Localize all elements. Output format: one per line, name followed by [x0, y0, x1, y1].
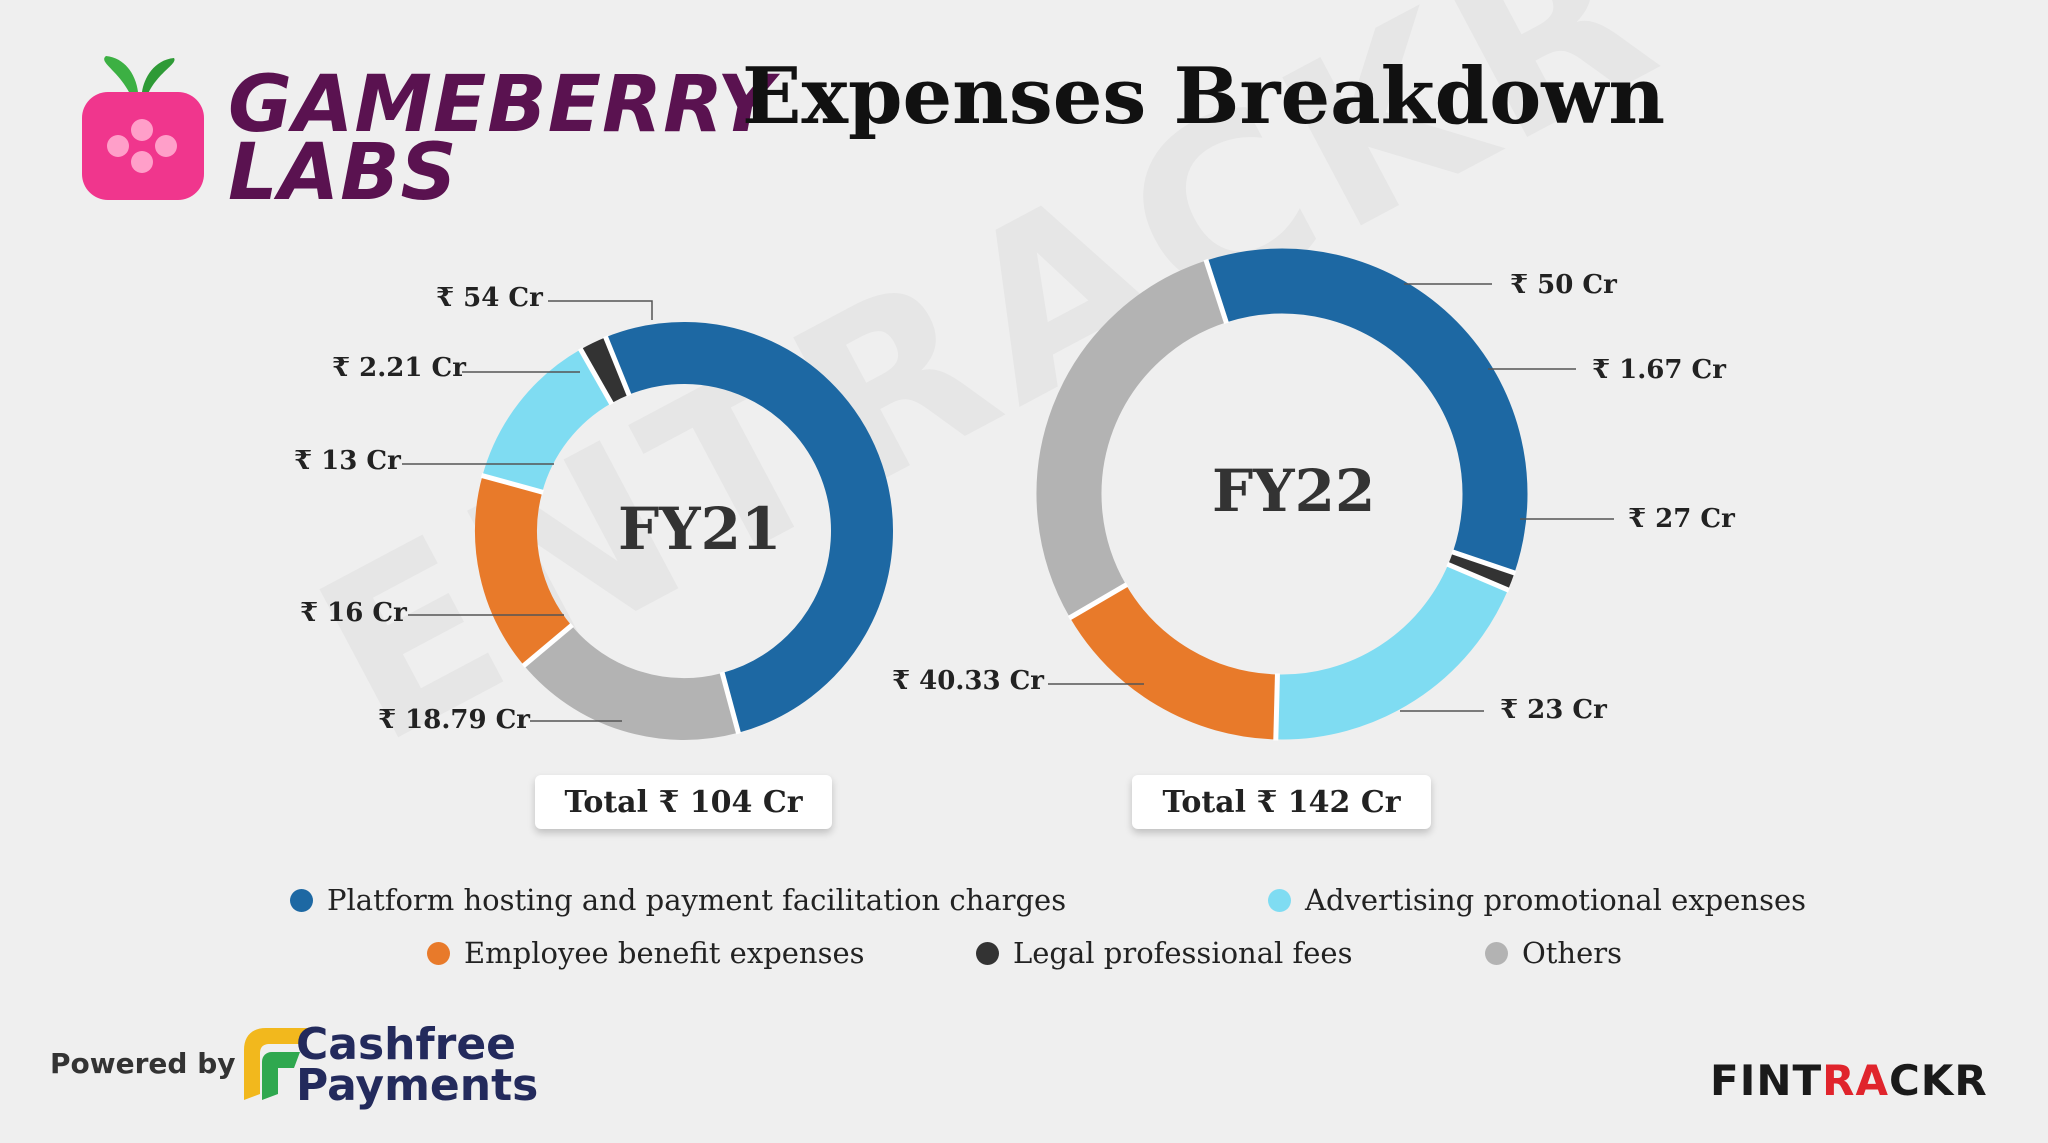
fy21-slice-separator	[719, 671, 742, 735]
fintrackr-part: R	[1822, 1056, 1856, 1105]
fy22-slice-separator	[1446, 561, 1510, 593]
fy21-value-label: ₹ 16 Cr	[300, 598, 407, 628]
fy21-slice	[605, 322, 893, 733]
fy22-value-label: ₹ 50 Cr	[1510, 270, 1617, 300]
legend-label: Advertising promotional expenses	[1305, 883, 1807, 917]
brand-name-line1: GAMEBERRY	[228, 60, 775, 150]
legend-label: Employee benefit expenses	[464, 936, 865, 970]
fy21-value-label: ₹ 18.79 Cr	[378, 705, 531, 735]
legend-label: Platform hosting and payment facilitatio…	[327, 883, 1067, 917]
powered-by-label: Powered by	[50, 1047, 236, 1080]
fy22-value-label: ₹ 40.33 Cr	[892, 666, 1045, 696]
fy21-slice	[523, 624, 739, 740]
brand-name-line2: LABS	[228, 128, 458, 218]
legend-dot	[290, 889, 313, 912]
fy22-value-label: ₹ 23 Cr	[1500, 695, 1607, 725]
legend-item-employee: Employee benefit expenses	[427, 939, 865, 968]
page-title: Expenses Breakdown	[742, 51, 1666, 142]
fy22-slice-separator	[1273, 673, 1280, 741]
cashfree-logo-icon	[244, 1028, 310, 1100]
legend-item-advertising: Advertising promotional expenses	[1268, 886, 1806, 915]
fy21-total-badge: Total ₹ 104 Cr	[535, 775, 832, 829]
gameberry-logo-icon	[82, 56, 204, 200]
fintrackr-logo: FINTRACKR	[1710, 1060, 1988, 1102]
fy22-center-label: FY22	[1212, 457, 1376, 525]
fy21-value-label: ₹ 54 Cr	[436, 283, 543, 313]
fy21-center-label: FY21	[618, 495, 782, 563]
fy21-leader-line	[548, 300, 653, 320]
legend-item-legal: Legal professional fees	[976, 939, 1352, 968]
legend-dot	[427, 942, 450, 965]
sponsor-name-line1: Cashfree	[296, 1019, 517, 1070]
legend-item-others: Others	[1485, 939, 1622, 968]
sponsor-name-line2: Payments	[296, 1060, 539, 1111]
legend-item-platform: Platform hosting and payment facilitatio…	[290, 886, 1066, 915]
fy21-slice-separator	[521, 623, 574, 668]
fy22-slice	[1036, 260, 1227, 618]
fy21-value-label: ₹ 2.21 Cr	[332, 353, 466, 383]
fy21-slice	[580, 337, 630, 404]
fy22-slice-separator	[1067, 582, 1129, 621]
fintrackr-part: FINT	[1710, 1056, 1823, 1105]
fy21-slice-separator	[603, 335, 632, 397]
fy22-total-badge: Total ₹ 142 Cr	[1132, 775, 1431, 829]
legend-dot	[976, 942, 999, 965]
fy21-slice	[482, 349, 612, 493]
fintrackr-part: A	[1855, 1056, 1889, 1105]
fy22-value-label: ₹ 27 Cr	[1628, 504, 1735, 534]
fy22-slice	[1275, 563, 1508, 740]
legend-label: Legal professional fees	[1013, 936, 1353, 970]
legend-label: Others	[1522, 936, 1623, 970]
fy22-value-label: ₹ 1.67 Cr	[1592, 355, 1726, 385]
fy22-slice	[1206, 248, 1528, 573]
fy21-slice-separator	[577, 347, 614, 406]
fy21-slice-separator	[480, 472, 544, 495]
fy21-value-label: ₹ 13 Cr	[294, 446, 401, 476]
fy22-slice-separator	[1451, 549, 1517, 576]
fy22-slice	[1069, 584, 1279, 740]
fy22-slice-separator	[1203, 258, 1229, 325]
fy21-slice	[475, 475, 572, 666]
fintrackr-part: CKR	[1888, 1056, 1988, 1105]
legend-dot	[1485, 942, 1508, 965]
legend-dot	[1268, 889, 1291, 912]
